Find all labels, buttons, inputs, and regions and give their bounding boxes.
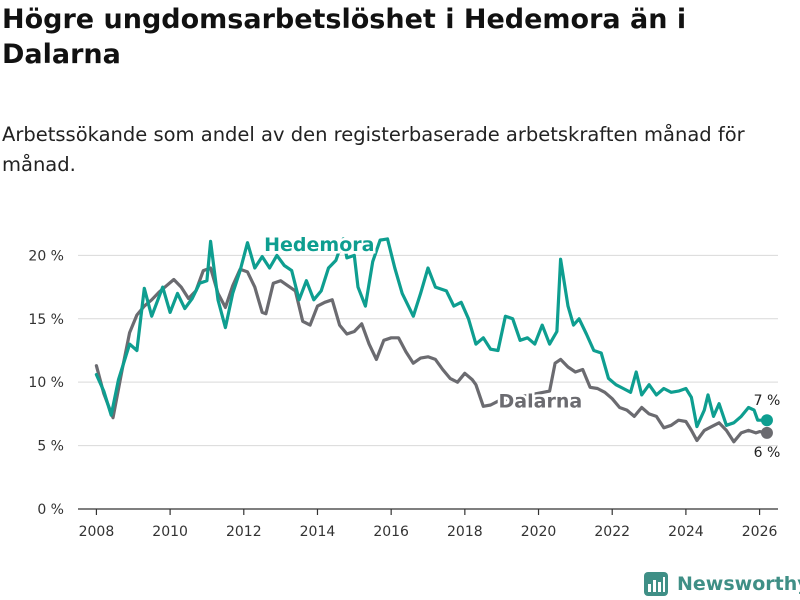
- end-label-hedemora: 7 %: [754, 393, 781, 409]
- series-line-hedemora: [94, 237, 769, 429]
- x-tick-label: 2014: [300, 524, 336, 540]
- series-label-hedemora: Hedemora: [264, 234, 374, 256]
- end-label-dalarna: 6 %: [754, 445, 781, 461]
- x-tick-label: 2018: [447, 524, 483, 540]
- x-tick-label: 2010: [152, 524, 188, 540]
- y-tick-label: 10 %: [28, 375, 64, 391]
- brand-logo: Newsworthy: [643, 569, 800, 599]
- x-tick-label: 2024: [668, 524, 704, 540]
- series-labels: 7 % 6 % Hedemora Dalarna: [262, 231, 781, 461]
- y-tick-label: 0 %: [37, 502, 64, 518]
- gridlines: [78, 254, 778, 447]
- y-tick-label: 15 %: [28, 312, 64, 328]
- chart-title: Högre ungdomsarbetslöshet i Hedemora än …: [2, 4, 687, 70]
- series-lines: [94, 237, 769, 444]
- series-line-dalarna: [94, 266, 769, 444]
- end-marker-hedemora: [760, 414, 773, 427]
- x-tick-label: 2026: [742, 524, 778, 540]
- y-tick-label: 20 %: [28, 248, 64, 264]
- brand-name: Newsworthy: [677, 573, 800, 595]
- x-tick-label: 2020: [521, 524, 557, 540]
- x-tick-label: 2022: [594, 524, 630, 540]
- end-marker-dalarna: [760, 426, 773, 439]
- newsworthy-logo-icon: [644, 572, 668, 596]
- x-tick-label: 2016: [373, 524, 409, 540]
- x-tick-label: 2008: [79, 524, 115, 540]
- chart-subtitle: Arbetssökande som andel av den registerb…: [2, 123, 745, 176]
- axes: 0 % 5 % 10 % 15 % 20 % 2008 2010 2012 2014 2016 20…: [28, 248, 778, 540]
- y-tick-label: 5 %: [37, 439, 64, 455]
- x-tick-label: 2012: [226, 524, 262, 540]
- series-label-dalarna: Dalarna: [499, 391, 583, 413]
